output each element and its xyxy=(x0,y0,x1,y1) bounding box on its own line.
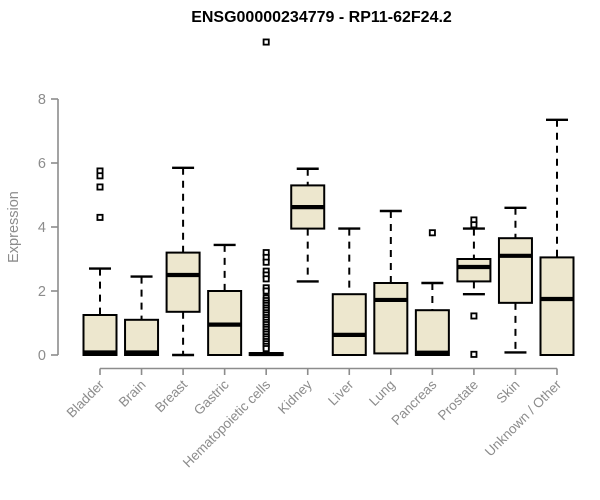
outlier-point xyxy=(262,287,270,295)
x-tick-label: Bladder xyxy=(64,377,108,421)
outlier-point xyxy=(96,183,104,191)
x-tick-label: Pancreas xyxy=(389,377,440,428)
y-tick-label: 4 xyxy=(38,220,46,236)
outlier-point xyxy=(470,221,478,229)
x-tick-label: Skin xyxy=(493,377,522,406)
outlier-point xyxy=(470,350,478,358)
x-tick-label: Kidney xyxy=(275,377,315,417)
outlier-point xyxy=(428,229,436,237)
x-tick-label: Breast xyxy=(152,377,190,415)
box-lung xyxy=(373,282,409,355)
x-tick-label: Prostate xyxy=(435,377,481,423)
outlier-point xyxy=(470,312,478,320)
box-prostate xyxy=(456,258,492,283)
x-tick-label: Brain xyxy=(116,377,149,410)
x-tick-label: Gastric xyxy=(191,377,232,418)
y-axis-label: Expression xyxy=(6,191,22,263)
outlier-point xyxy=(262,275,270,283)
box-unknown-other xyxy=(539,256,575,356)
box-breast xyxy=(165,251,201,313)
outlier-point xyxy=(262,258,270,266)
box-liver xyxy=(331,293,367,357)
box-bladder xyxy=(82,314,118,356)
box-pancreas xyxy=(414,309,450,357)
outlier-point xyxy=(96,172,104,180)
outlier-point xyxy=(96,213,104,221)
x-tick-label: Unknown / Other xyxy=(482,377,565,460)
chart-title: ENSG00000234779 - RP11-62F24.2 xyxy=(191,9,452,26)
box-skin xyxy=(497,237,533,304)
box-brain xyxy=(124,318,160,356)
y-tick-label: 0 xyxy=(38,348,46,364)
y-tick-label: 2 xyxy=(38,284,46,300)
x-tick-label: Lung xyxy=(366,377,398,409)
x-tick-label: Liver xyxy=(325,377,357,409)
outlier-point xyxy=(262,345,270,353)
y-tick-label: 6 xyxy=(38,156,46,172)
outlier-point xyxy=(262,38,270,46)
y-tick-label: 8 xyxy=(38,92,46,108)
